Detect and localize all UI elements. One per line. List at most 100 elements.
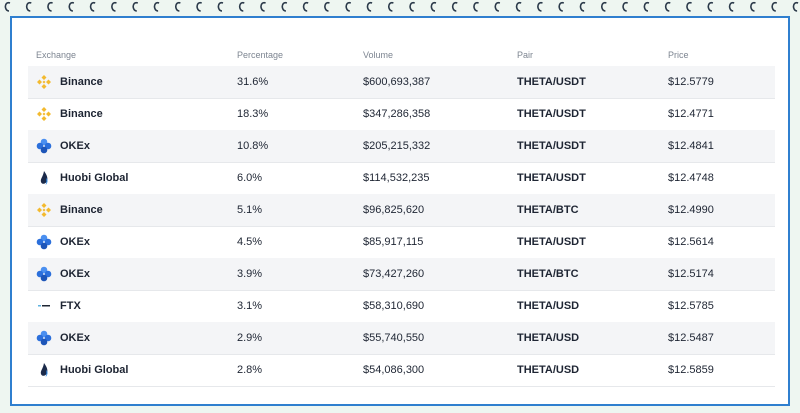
binding-ring	[153, 1, 160, 12]
binding-ring	[4, 1, 11, 12]
binding-ring	[409, 1, 415, 12]
exchange-icon	[36, 266, 52, 282]
table-cell: 18.3%	[237, 108, 269, 120]
table-cell: THETA/USD	[517, 300, 580, 312]
exchange-name: OKEx	[60, 332, 90, 344]
exchange-icon	[37, 203, 51, 217]
binding-ring	[366, 1, 373, 12]
table-cell: 5.1%	[237, 204, 263, 216]
binding-ring	[174, 1, 181, 12]
table-cell: $600,693,387	[363, 76, 431, 88]
table-cell: 4.5%	[237, 236, 263, 248]
exchange-name: Huobi Global	[60, 172, 129, 184]
table-cell: $12.5487	[668, 332, 714, 344]
table-cell: $73,427,260	[363, 268, 425, 280]
table-cell: $347,286,358	[363, 108, 431, 120]
exchange-icon	[36, 138, 52, 154]
binding-ring	[260, 1, 266, 12]
binding-ring	[47, 1, 53, 12]
table-cell: 6.0%	[237, 172, 263, 184]
binding-ring	[345, 1, 352, 12]
table-row: Huobi Global 6.0% $114,532,235 THETA/USDT $1…	[28, 162, 775, 195]
binding-ring	[25, 1, 32, 12]
table-cell: THETA/USDT	[517, 172, 586, 184]
binding-ring	[196, 1, 202, 12]
binding-ring	[707, 1, 714, 12]
binding-ring	[579, 1, 586, 12]
binding-ring	[132, 1, 139, 12]
header-cell: Price	[668, 50, 689, 60]
binding-ring	[451, 1, 458, 12]
header-cell: Exchange	[36, 50, 77, 60]
table-cell: $58,310,690	[363, 300, 425, 312]
exchange-icon	[40, 171, 48, 185]
table-cell: $12.4771	[668, 108, 714, 120]
exchange-icon	[36, 330, 52, 346]
table-cell: $12.5859	[668, 364, 714, 376]
table-card: Exchange Percentage Volume Pair Price Bi…	[10, 16, 790, 406]
table-cell: THETA/USD	[517, 364, 580, 376]
exchange-icon	[37, 107, 51, 121]
binding-ring	[494, 1, 501, 12]
binding-ring	[68, 1, 75, 12]
binding-ring	[600, 1, 607, 12]
binding-ring	[686, 1, 692, 12]
table-cell: $12.4748	[668, 172, 714, 184]
exchange-name: Huobi Global	[60, 364, 129, 376]
table-cell: $114,532,235	[363, 172, 430, 184]
exchange-name: Binance	[60, 204, 103, 216]
exchange-name: OKEx	[60, 140, 90, 152]
table-row: OKEx 4.5% $85,917,115 THETA/USDT $12.5614	[28, 226, 775, 259]
binding-ring	[792, 1, 799, 12]
table-cell: 10.8%	[237, 140, 269, 152]
exchange-name: FTX	[60, 300, 81, 312]
binding-ring	[217, 1, 224, 12]
binding-ring	[515, 1, 522, 12]
table-row: OKEx 10.8% $205,215,332 THETA/USDT $12.4841	[28, 130, 775, 163]
exchange-name: Binance	[60, 76, 103, 88]
binding-ring	[643, 1, 650, 12]
table-cell: $55,740,550	[363, 332, 425, 344]
table-cell: $12.5785	[668, 300, 714, 312]
binding-ring	[728, 1, 735, 12]
table-cell: $54,086,300	[363, 364, 425, 376]
binding-ring	[387, 1, 394, 12]
table-cell: $205,215,332	[363, 140, 431, 152]
table-cell: 3.9%	[237, 268, 263, 280]
table-cell: 31.6%	[237, 76, 269, 88]
binding-ring	[302, 1, 309, 12]
exchange-icon	[40, 363, 48, 377]
binding	[4, 1, 799, 12]
binding-ring	[622, 1, 628, 12]
table-cell: $12.5779	[668, 76, 714, 88]
binding-ring	[324, 1, 330, 12]
binding-ring	[750, 1, 756, 12]
binding-ring	[111, 1, 117, 12]
table-cell: $12.5174	[668, 268, 714, 280]
table-row: Binance 5.1% $96,825,620 THETA/BTC $12.4990	[28, 194, 775, 227]
binding-ring	[664, 1, 671, 12]
table-cell: THETA/USDT	[517, 76, 586, 88]
header-cell: Volume	[363, 50, 394, 60]
table-row: Huobi Global 2.8% $54,086,300 THETA/USD $12.…	[28, 354, 775, 387]
exchange-name: Binance	[60, 108, 103, 120]
table-cell: THETA/USDT	[517, 140, 586, 152]
table-cell: THETA/BTC	[517, 204, 579, 216]
exchange-icon	[36, 234, 52, 250]
table-row: Binance 18.3% $347,286,358 THETA/USDT $12.47…	[28, 98, 775, 131]
table-header: Exchange Percentage Volume Pair Price	[28, 44, 775, 67]
table-cell: $12.5614	[668, 236, 714, 248]
exchange-name: OKEx	[60, 268, 90, 280]
table-cell: THETA/USD	[517, 332, 580, 344]
table-cell: 2.8%	[237, 364, 263, 376]
exchange-name: OKEx	[60, 236, 90, 248]
table-cell: THETA/USDT	[517, 236, 586, 248]
table-cell: $85,917,115	[363, 236, 424, 248]
table-row: OKEx 3.9% $73,427,260 THETA/BTC $12.5174	[28, 258, 775, 291]
binding-ring	[238, 1, 245, 12]
table-cell: THETA/BTC	[517, 268, 579, 280]
table-cell: THETA/USDT	[517, 108, 586, 120]
binding-ring	[558, 1, 565, 12]
binding-ring	[771, 1, 778, 12]
